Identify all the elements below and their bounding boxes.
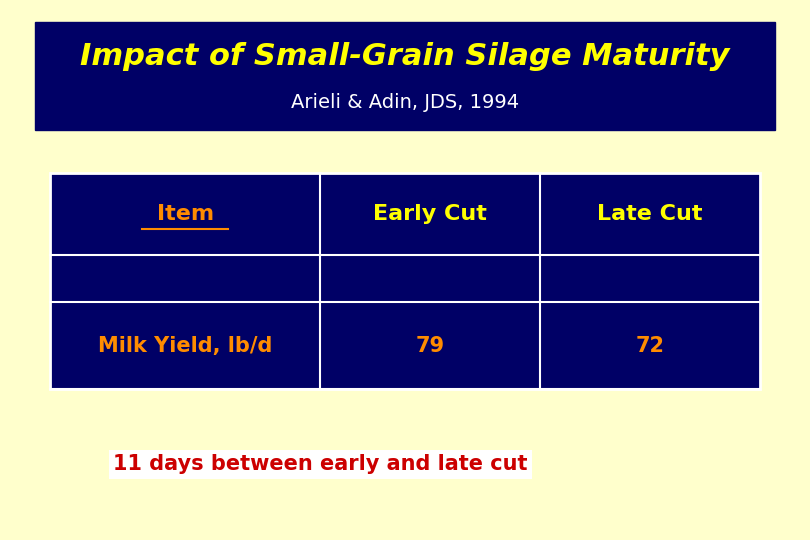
Text: Impact of Small-Grain Silage Maturity: Impact of Small-Grain Silage Maturity xyxy=(80,42,730,71)
Text: Late Cut: Late Cut xyxy=(597,204,702,224)
Text: Item: Item xyxy=(156,204,214,224)
FancyBboxPatch shape xyxy=(35,22,775,130)
Text: Milk Yield, lb/d: Milk Yield, lb/d xyxy=(98,335,272,356)
Text: 79: 79 xyxy=(416,335,445,356)
Text: Early Cut: Early Cut xyxy=(373,204,487,224)
Text: Arieli & Adin, JDS, 1994: Arieli & Adin, JDS, 1994 xyxy=(291,93,519,112)
Text: 72: 72 xyxy=(635,335,664,356)
FancyBboxPatch shape xyxy=(50,173,760,389)
Text: 11 days between early and late cut: 11 days between early and late cut xyxy=(113,454,528,475)
